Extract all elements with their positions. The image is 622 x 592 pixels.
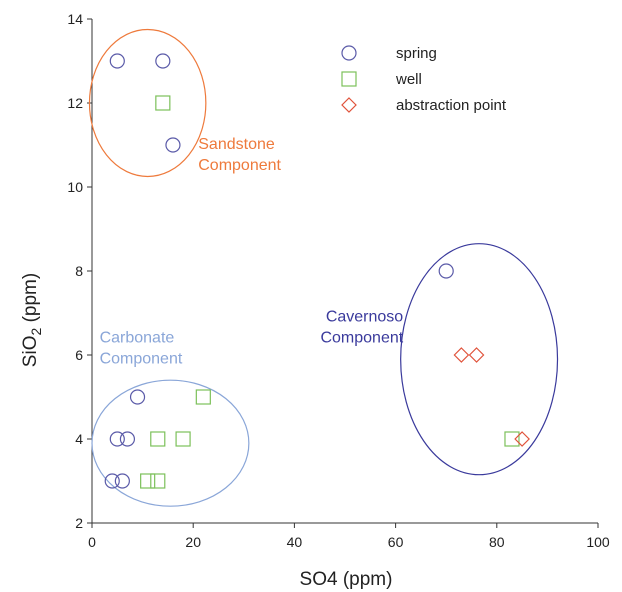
circle-point — [109, 53, 125, 69]
square-point — [150, 473, 166, 489]
component-label: Component — [100, 350, 183, 367]
square-point — [175, 431, 191, 447]
legend-label: well — [395, 71, 422, 88]
x-tick-label: 60 — [388, 534, 404, 550]
diamond-point — [468, 347, 485, 363]
component-label: Carbonate — [100, 329, 175, 346]
y-tick-label: 10 — [67, 179, 83, 195]
y-tick-label: 14 — [67, 11, 83, 27]
legend-label: spring — [396, 45, 437, 62]
circle-point — [104, 473, 120, 489]
square-point — [140, 473, 156, 489]
component-label: Component — [198, 157, 281, 174]
component-label: Component — [320, 329, 403, 346]
x-axis: 0 20 40 60 80 100 — [88, 522, 610, 550]
diamond-point — [453, 347, 470, 363]
x-tick-label: 100 — [586, 534, 610, 550]
x-tick-label: 20 — [185, 534, 201, 550]
component-ellipse — [400, 243, 559, 476]
circle-point — [438, 263, 454, 279]
circle-point — [155, 53, 171, 69]
component-ellipse — [88, 28, 207, 178]
y-tick-label: 4 — [75, 431, 83, 447]
circle-point — [114, 473, 130, 489]
legend-label: abstraction point — [396, 97, 507, 114]
component-groups: Sandstone Component Carbonate Component Cave… — [88, 28, 559, 507]
y-tick-label: 6 — [75, 347, 83, 363]
y-axis-title-main: SiO — [20, 336, 41, 368]
legend-square-marker — [341, 71, 357, 87]
square-point — [155, 95, 171, 111]
square-point — [195, 389, 211, 405]
x-tick-label: 40 — [287, 534, 303, 550]
component-label: Cavernoso — [326, 308, 403, 325]
circle-point — [165, 137, 181, 153]
circle-point — [129, 389, 146, 405]
square-point — [150, 431, 166, 447]
y-tick-label: 12 — [67, 95, 83, 111]
y-axis-title-subscript: 2 — [28, 328, 44, 336]
legend-circle-marker — [341, 45, 357, 61]
component-label: Sandstone — [198, 136, 275, 153]
data-points — [104, 53, 530, 489]
square-point — [504, 431, 520, 447]
legend: spring well abstraction point — [341, 45, 507, 114]
y-tick-label: 8 — [75, 263, 83, 279]
x-axis-title: SO4 (ppm) — [300, 569, 393, 590]
x-tick-label: 80 — [489, 534, 505, 550]
y-tick-label: 2 — [75, 515, 83, 531]
component-ellipse — [91, 379, 250, 507]
y-axis: 2 4 6 8 10 12 14 — [67, 11, 93, 531]
diamond-point — [514, 431, 530, 447]
circle-point — [119, 431, 136, 447]
x-tick-label: 0 — [88, 534, 96, 550]
y-axis-title: SiO2 (ppm) — [20, 273, 44, 367]
y-axis-title-unit: (ppm) — [20, 273, 41, 328]
circle-point — [109, 431, 125, 447]
legend-diamond-marker — [341, 97, 357, 113]
